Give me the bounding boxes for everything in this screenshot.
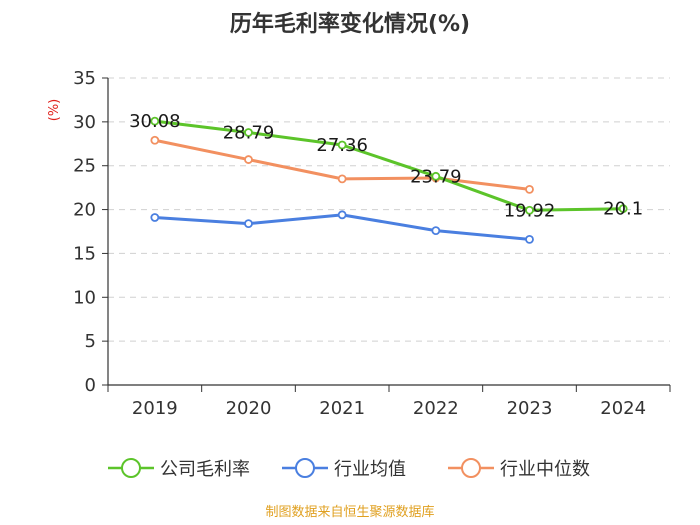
chart-title: 历年毛利率变化情况(%) bbox=[230, 11, 470, 37]
series-group bbox=[150, 116, 628, 244]
legend-label: 行业中位数 bbox=[500, 459, 590, 480]
data-label: 23.79 bbox=[410, 166, 462, 187]
data-point bbox=[150, 213, 160, 222]
data-point bbox=[337, 174, 347, 184]
x-tick-label: 2023 bbox=[507, 398, 553, 419]
y-tick-label: 30 bbox=[73, 112, 96, 133]
grid-lines bbox=[108, 77, 670, 342]
data-label: 27.36 bbox=[316, 135, 368, 156]
data-point bbox=[150, 116, 160, 126]
data-label: 19.92 bbox=[504, 200, 556, 221]
legend: 公司毛利率 行业均值 行业中位数 bbox=[108, 458, 590, 480]
data-point bbox=[431, 171, 441, 181]
y-axis-unit: (%) bbox=[47, 99, 62, 122]
legend-item-1: 行业均值 bbox=[282, 458, 406, 480]
source-note: 制图数据来自恒生聚源数据库 bbox=[265, 504, 434, 520]
axes: 0 5 10 15 20 25 30 35 2019 2020 2021 2022 2023 2024 bbox=[73, 68, 671, 419]
legend-label: 公司毛利率 bbox=[160, 459, 250, 480]
legend-item-2: 行业中位数 bbox=[448, 458, 590, 480]
series-line-0 bbox=[154, 119, 624, 212]
data-label: 28.79 bbox=[223, 122, 275, 143]
data-point bbox=[150, 135, 160, 145]
legend-marker bbox=[295, 458, 315, 478]
y-tick-label: 35 bbox=[73, 68, 96, 89]
y-tick-label: 10 bbox=[73, 287, 96, 308]
data-point bbox=[244, 219, 253, 229]
y-tick-label: 0 bbox=[85, 375, 96, 396]
legend-label: 行业均值 bbox=[334, 459, 406, 480]
legend-marker bbox=[461, 458, 481, 478]
x-tick-label: 2021 bbox=[319, 398, 365, 419]
x-tick-label: 2019 bbox=[132, 398, 178, 419]
data-point bbox=[337, 140, 347, 150]
data-point bbox=[244, 128, 253, 137]
data-point bbox=[618, 204, 628, 214]
data-label: 30.08 bbox=[129, 111, 181, 132]
data-point bbox=[244, 155, 253, 164]
y-tick-label: 5 bbox=[85, 331, 96, 352]
data-point bbox=[337, 210, 347, 220]
data-point bbox=[525, 205, 534, 215]
legend-item-0: 公司毛利率 bbox=[108, 458, 250, 480]
data-point bbox=[525, 234, 534, 244]
legend-marker bbox=[121, 458, 141, 478]
x-tick-label: 2020 bbox=[226, 398, 272, 419]
data-label: 20.1 bbox=[603, 199, 643, 220]
data-point bbox=[431, 226, 441, 236]
x-tick-label: 2024 bbox=[600, 398, 646, 419]
y-tick-label: 25 bbox=[73, 156, 96, 177]
data-labels: 30.08 28.79 27.36 23.79 19.92 20.1 bbox=[129, 111, 643, 221]
data-point bbox=[525, 184, 534, 194]
y-tick-label: 15 bbox=[73, 243, 96, 264]
x-tick-label: 2022 bbox=[413, 398, 459, 419]
y-tick-label: 20 bbox=[73, 200, 96, 221]
